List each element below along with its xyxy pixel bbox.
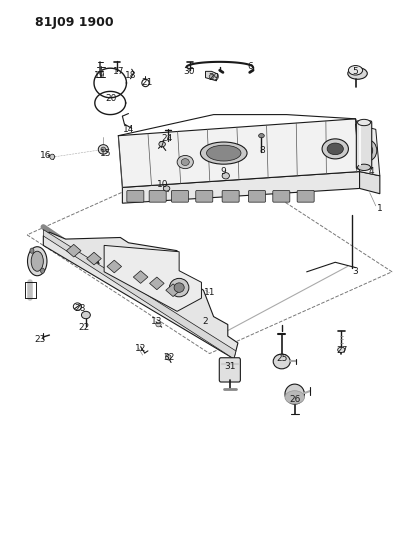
Polygon shape xyxy=(67,244,81,257)
Ellipse shape xyxy=(165,354,171,360)
Polygon shape xyxy=(43,230,236,359)
Text: 12: 12 xyxy=(135,344,146,353)
Polygon shape xyxy=(107,260,122,273)
Polygon shape xyxy=(43,232,238,359)
Ellipse shape xyxy=(156,322,161,327)
Ellipse shape xyxy=(259,134,264,138)
FancyBboxPatch shape xyxy=(356,121,372,169)
Ellipse shape xyxy=(181,159,189,165)
Text: 5: 5 xyxy=(353,67,358,76)
FancyBboxPatch shape xyxy=(171,191,189,202)
Ellipse shape xyxy=(28,247,47,276)
Text: 18: 18 xyxy=(125,71,136,80)
Ellipse shape xyxy=(358,140,377,161)
FancyBboxPatch shape xyxy=(219,358,240,382)
Text: 8: 8 xyxy=(259,146,265,155)
Text: 30: 30 xyxy=(184,67,195,76)
Text: 24: 24 xyxy=(162,134,173,143)
FancyBboxPatch shape xyxy=(222,191,239,202)
Text: 1: 1 xyxy=(377,204,383,213)
Text: 32: 32 xyxy=(163,353,175,362)
Polygon shape xyxy=(166,284,180,296)
Text: 23: 23 xyxy=(35,335,46,344)
Polygon shape xyxy=(356,124,380,176)
FancyBboxPatch shape xyxy=(149,191,166,202)
Text: 2: 2 xyxy=(203,317,208,326)
Text: 11: 11 xyxy=(204,288,215,297)
Ellipse shape xyxy=(163,186,170,191)
Text: 4: 4 xyxy=(369,167,374,176)
Text: 16: 16 xyxy=(39,151,51,160)
Ellipse shape xyxy=(209,75,214,79)
Polygon shape xyxy=(87,252,101,265)
Text: 28: 28 xyxy=(74,304,85,313)
FancyBboxPatch shape xyxy=(297,191,314,202)
FancyBboxPatch shape xyxy=(127,191,144,202)
Text: 21: 21 xyxy=(141,78,152,87)
Polygon shape xyxy=(133,271,148,284)
Text: 19: 19 xyxy=(95,71,106,80)
Polygon shape xyxy=(206,71,218,81)
Text: 81J09 1900: 81J09 1900 xyxy=(35,16,114,29)
Text: 3: 3 xyxy=(353,267,358,276)
Ellipse shape xyxy=(363,144,373,156)
Ellipse shape xyxy=(101,147,106,152)
Ellipse shape xyxy=(50,154,55,159)
FancyBboxPatch shape xyxy=(249,191,266,202)
Ellipse shape xyxy=(201,142,247,164)
Text: 17: 17 xyxy=(113,67,124,76)
Polygon shape xyxy=(104,245,201,311)
Polygon shape xyxy=(118,119,360,188)
Ellipse shape xyxy=(41,268,44,273)
Ellipse shape xyxy=(31,251,43,271)
Text: 26: 26 xyxy=(289,395,300,404)
Ellipse shape xyxy=(285,391,305,404)
Text: 27: 27 xyxy=(337,346,348,356)
Ellipse shape xyxy=(358,164,370,171)
Polygon shape xyxy=(150,277,164,290)
Polygon shape xyxy=(94,256,99,264)
Ellipse shape xyxy=(322,139,349,159)
Ellipse shape xyxy=(348,68,367,79)
Ellipse shape xyxy=(327,143,343,155)
Ellipse shape xyxy=(159,141,165,147)
Ellipse shape xyxy=(30,248,34,253)
Ellipse shape xyxy=(174,283,184,292)
Text: 9: 9 xyxy=(221,167,226,176)
FancyBboxPatch shape xyxy=(273,191,290,202)
Text: 13: 13 xyxy=(151,317,163,326)
Text: 29: 29 xyxy=(208,73,219,82)
Ellipse shape xyxy=(338,347,345,352)
Text: 14: 14 xyxy=(123,125,134,134)
Ellipse shape xyxy=(273,354,290,369)
Text: 31: 31 xyxy=(224,362,236,371)
Text: 25: 25 xyxy=(277,354,288,364)
Text: 20: 20 xyxy=(106,94,117,103)
Ellipse shape xyxy=(349,66,363,75)
Ellipse shape xyxy=(285,384,305,404)
Ellipse shape xyxy=(169,278,189,297)
Polygon shape xyxy=(122,172,360,203)
Ellipse shape xyxy=(177,156,193,168)
Text: 22: 22 xyxy=(78,322,90,332)
Ellipse shape xyxy=(358,119,370,126)
Text: 10: 10 xyxy=(157,180,169,189)
Ellipse shape xyxy=(81,311,90,319)
Ellipse shape xyxy=(98,144,109,154)
Text: 15: 15 xyxy=(100,149,112,158)
FancyBboxPatch shape xyxy=(196,191,213,202)
Ellipse shape xyxy=(222,173,229,179)
Text: 6: 6 xyxy=(247,62,253,70)
Ellipse shape xyxy=(206,145,241,161)
Text: 7: 7 xyxy=(158,141,164,150)
Polygon shape xyxy=(360,172,380,193)
